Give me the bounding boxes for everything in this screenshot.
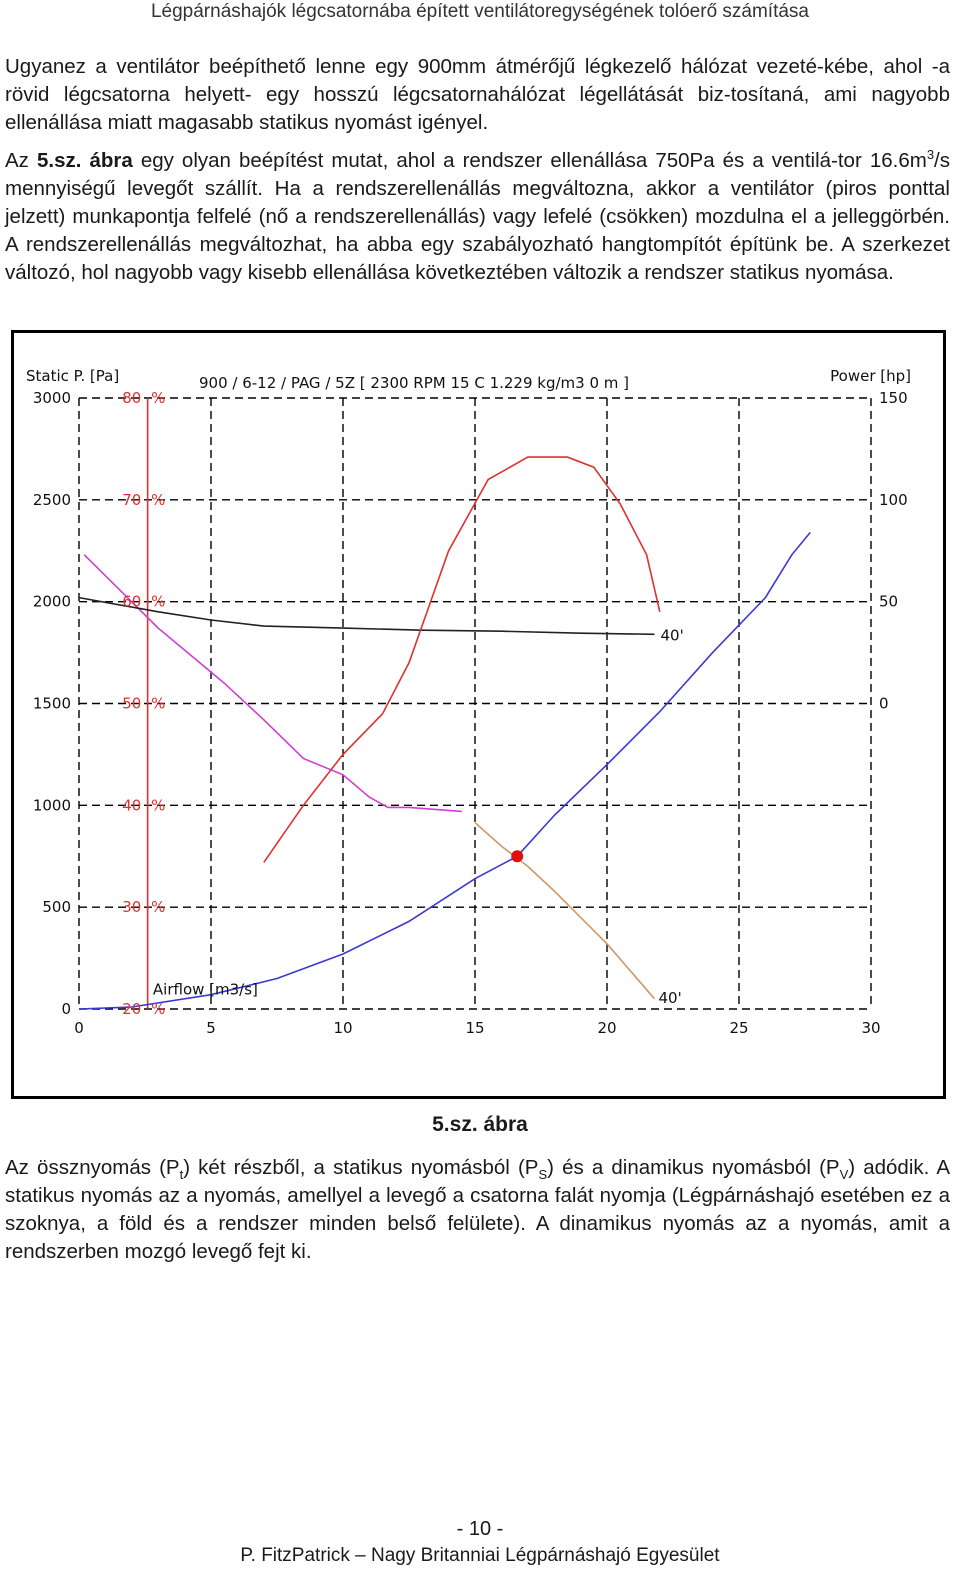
paragraph-3-part4: ) adódik. A statikus nyomás az a nyomás,…	[5, 1156, 950, 1263]
static-pressure-curve	[83, 554, 462, 813]
efficiency-unit-label: %	[151, 593, 165, 611]
efficiency-unit-label: %	[151, 491, 165, 509]
paragraph-2-part2: /s mennyiségű levegőt szállít. Ha a rend…	[5, 149, 950, 284]
x-tick-label: 30	[861, 1019, 880, 1037]
figure-caption: 5.sz. ábra	[432, 1113, 528, 1136]
efficiency-tick-label: 20	[122, 1000, 141, 1018]
paragraph-3-part2: ) két részből, a statikus nyomásból (P	[183, 1156, 539, 1179]
efficiency-curve	[263, 456, 661, 863]
paragraph-1-text: Ugyanez a ventilátor beépíthető lenne eg…	[5, 55, 950, 134]
x-tick-label: 25	[729, 1019, 748, 1037]
page-footer: P. FitzPatrick – Nagy Britanniai Légpárn…	[240, 1545, 720, 1566]
chart-title: 900 / 6-12 / PAG / 5Z [ 2300 RPM 15 C 1.…	[199, 374, 629, 392]
pressure-tail-label: 40'	[659, 989, 682, 1007]
fan-curve-chart: 0 5 10 15 20 25 300 20 %500 30 %1000 40 %1500 50 %2000…	[26, 367, 911, 1037]
efficiency-unit-label: %	[151, 389, 165, 407]
x-tick-label: 10	[333, 1019, 352, 1037]
page-number: - 10 -	[456, 1518, 504, 1540]
power-tick-label: 100	[879, 491, 908, 509]
x-tick-label: 20	[597, 1019, 616, 1037]
page-header-title: Légpárnáshajók légcsatornába épített ven…	[150, 1, 810, 22]
power-tick-label: 0	[879, 695, 889, 713]
y-axis-title: Static P. [Pa]	[26, 367, 119, 385]
x-tick-label: 15	[465, 1019, 484, 1037]
superscript-3: 3	[926, 147, 935, 163]
efficiency-tick-label: 50	[122, 695, 141, 713]
y-tick-label: 1000	[33, 796, 71, 814]
power-tick-label: 50	[879, 593, 898, 611]
y-tick-label: 2000	[33, 593, 71, 611]
y-tick-label: 3000	[33, 389, 71, 407]
efficiency-unit-label: %	[151, 1000, 165, 1018]
efficiency-tick-label: 60	[122, 593, 141, 611]
efficiency-tick-label: 30	[122, 898, 141, 916]
efficiency-unit-label: %	[151, 796, 165, 814]
efficiency-tick-label: 70	[122, 491, 141, 509]
power-curve-label: 40'	[661, 626, 684, 644]
paragraph-3: Az össznyomás (Pt) két részből, a statik…	[5, 1154, 950, 1266]
efficiency-unit-label: %	[151, 898, 165, 916]
paragraph-3-part3: ) és a dinamikus nyomásból (P	[547, 1156, 840, 1179]
paragraph-3-part1: Az össznyomás (P	[5, 1156, 180, 1179]
static-pressure-tail-curve	[474, 822, 656, 1000]
efficiency-tick-label: 40	[122, 796, 141, 814]
system-curve	[78, 531, 811, 1010]
figure-reference: 5.sz. ábra	[36, 149, 133, 172]
y-tick-label: 500	[42, 898, 71, 916]
efficiency-tick-label: 80	[122, 389, 141, 407]
x-tick-label: 5	[206, 1019, 216, 1037]
subscript-v: V	[839, 1167, 849, 1183]
x-tick-label: 0	[74, 1019, 84, 1037]
operating-point-marker	[511, 850, 524, 863]
power-tick-label: 150	[879, 389, 908, 407]
subscript-t: t	[179, 1167, 184, 1183]
right-axis-title: Power [hp]	[830, 367, 911, 385]
y-tick-label: 0	[61, 1000, 71, 1018]
paragraph-2-part1: egy olyan beépítést mutat, ahol a rendsz…	[132, 149, 927, 172]
y-tick-label: 2500	[33, 491, 71, 509]
paragraph-1: Ugyanez a ventilátor beépíthető lenne eg…	[5, 53, 950, 137]
y-tick-label: 1500	[33, 695, 71, 713]
efficiency-unit-label: %	[151, 695, 165, 713]
power-curve	[78, 596, 655, 636]
x-axis-title: Airflow [m3/s]	[153, 981, 258, 999]
fan-curve-figure: 0 5 10 15 20 25 30 0 20% 500 30% 1000 40% 1500 50% 2000…	[11, 330, 946, 1099]
paragraph-2: Az 5.sz. ábra egy olyan beépítést mutat,…	[5, 147, 950, 287]
paragraph-2-az: Az	[5, 149, 29, 172]
subscript-s: S	[538, 1167, 548, 1183]
